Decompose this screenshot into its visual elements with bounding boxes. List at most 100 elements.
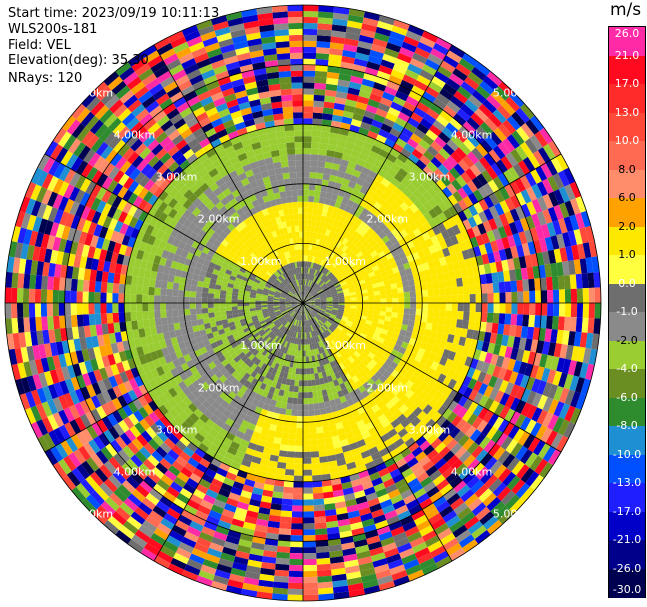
velocity-gate — [225, 404, 235, 413]
velocity-gate — [400, 79, 414, 91]
velocity-gate — [514, 177, 526, 193]
velocity-gate — [305, 356, 310, 363]
velocity-gate — [460, 364, 470, 376]
velocity-gate — [285, 304, 292, 307]
velocity-gate — [153, 527, 169, 541]
velocity-gate — [244, 516, 258, 525]
velocity-gate — [166, 281, 174, 290]
velocity-gate — [429, 103, 444, 115]
velocity-gate — [408, 153, 420, 164]
velocity-gate — [287, 354, 292, 362]
velocity-gate — [281, 396, 289, 404]
velocity-gate — [269, 290, 276, 294]
velocity-gate — [303, 267, 305, 274]
velocity-gate — [520, 123, 535, 139]
velocity-gate — [361, 270, 369, 277]
velocity-gate — [330, 429, 339, 438]
velocity-gate — [553, 289, 560, 303]
velocity-gate — [208, 483, 221, 494]
velocity-gate — [317, 334, 322, 342]
velocity-gate — [305, 314, 308, 321]
velocity-gate — [334, 446, 344, 455]
velocity-gate — [356, 338, 363, 345]
velocity-gate — [136, 346, 145, 357]
velocity-gate — [363, 224, 371, 233]
velocity-gate — [53, 209, 64, 224]
velocity-gate — [244, 270, 252, 276]
velocity-gate — [318, 258, 323, 265]
velocity-gate — [336, 139, 347, 148]
velocity-gate — [157, 550, 174, 564]
velocity-gate — [78, 361, 88, 375]
velocity-gate — [326, 272, 333, 278]
velocity-gate — [365, 243, 373, 251]
velocity-gate — [482, 220, 493, 233]
velocity-gate — [163, 437, 176, 450]
velocity-gate — [306, 231, 311, 238]
velocity-gate — [303, 558, 317, 566]
velocity-gate — [307, 294, 312, 299]
velocity-gate — [229, 325, 237, 331]
velocity-gate — [17, 362, 27, 379]
velocity-gate — [413, 80, 429, 92]
velocity-gate — [486, 230, 496, 243]
velocity-gate — [532, 440, 546, 456]
velocity-gate — [193, 268, 201, 276]
velocity-gate — [231, 378, 240, 387]
velocity-gate — [501, 490, 516, 506]
velocity-gate — [152, 358, 162, 369]
velocity-gate — [159, 415, 171, 427]
velocity-gate — [366, 370, 375, 379]
velocity-gate — [360, 147, 371, 156]
velocity-gate — [545, 160, 558, 176]
velocity-gate — [172, 253, 181, 263]
velocity-gate — [305, 249, 309, 256]
velocity-gate — [184, 284, 192, 292]
velocity-gate — [378, 374, 388, 384]
velocity-gate — [216, 324, 224, 331]
velocity-gate — [316, 313, 323, 318]
velocity-gate — [464, 337, 473, 348]
velocity-gate — [230, 486, 243, 496]
velocity-gate — [294, 307, 299, 312]
velocity-gate — [360, 315, 368, 320]
velocity-gate — [344, 393, 352, 401]
velocity-gate — [298, 344, 301, 351]
velocity-gate — [139, 373, 149, 385]
velocity-gate — [334, 372, 341, 380]
velocity-gate — [419, 524, 435, 537]
velocity-gate — [233, 556, 249, 566]
velocity-gate — [440, 419, 452, 431]
velocity-gate — [433, 338, 442, 348]
velocity-gate — [467, 320, 475, 330]
velocity-gate — [275, 289, 282, 294]
velocity-gate — [160, 295, 167, 303]
velocity-gate — [442, 143, 455, 156]
velocity-gate — [411, 85, 426, 97]
velocity-gate — [113, 453, 126, 467]
velocity-gate — [303, 511, 315, 518]
velocity-gate — [292, 318, 296, 325]
velocity-gate — [414, 174, 426, 185]
velocity-gate — [308, 326, 311, 333]
velocity-gate — [414, 387, 424, 397]
velocity-gate — [501, 100, 516, 116]
velocity-gate — [286, 451, 296, 458]
velocity-gate — [236, 544, 251, 554]
velocity-gate — [185, 416, 196, 427]
velocity-gate — [326, 308, 333, 311]
velocity-gate — [324, 437, 333, 445]
velocity-gate — [165, 303, 173, 311]
velocity-gate — [86, 425, 99, 440]
velocity-gate — [280, 402, 288, 409]
velocity-gate — [446, 438, 458, 451]
velocity-gate — [299, 320, 302, 327]
velocity-gate — [178, 256, 187, 265]
velocity-gate — [310, 331, 315, 338]
velocity-gate — [451, 224, 461, 236]
velocity-gate — [84, 360, 94, 373]
velocity-gate — [358, 362, 367, 370]
velocity-gate — [235, 450, 246, 459]
velocity-gate — [189, 553, 205, 565]
velocity-gate — [335, 507, 348, 515]
